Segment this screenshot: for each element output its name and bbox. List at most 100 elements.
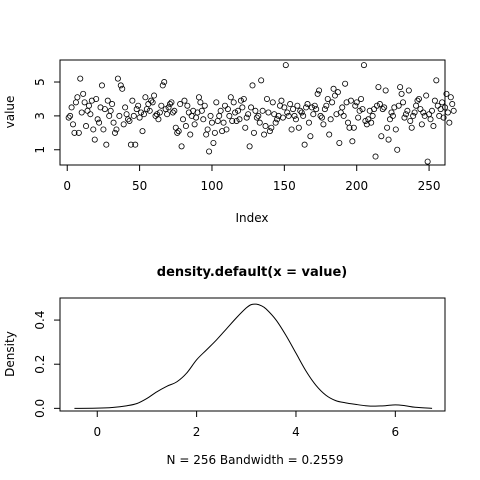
data-point (112, 129, 119, 136)
data-point (282, 62, 289, 69)
data-point (265, 109, 272, 116)
data-point (411, 109, 418, 116)
data-point (379, 106, 386, 113)
data-point (346, 124, 353, 131)
data-point (291, 112, 298, 119)
density-curve (74, 303, 433, 409)
data-point (313, 106, 320, 113)
data-point (110, 119, 117, 126)
data-point (72, 99, 79, 106)
data-point (402, 111, 409, 118)
data-point (405, 87, 412, 94)
data-point (138, 109, 145, 116)
data-point (227, 94, 234, 101)
data-point (120, 121, 127, 128)
data-point (237, 97, 244, 104)
data-point (321, 106, 328, 113)
data-point (67, 112, 74, 119)
data-point (114, 75, 121, 82)
data-point (417, 106, 424, 113)
data-point (206, 148, 213, 155)
data-point (316, 87, 323, 94)
data-point (191, 121, 198, 128)
data-point (285, 112, 292, 119)
data-point (250, 129, 257, 136)
data-point (151, 92, 158, 99)
data-point (135, 102, 142, 109)
data-point (350, 124, 357, 131)
data-point (386, 116, 393, 123)
data-point (65, 114, 72, 121)
x-tick-label: 4 (292, 425, 300, 439)
data-point (217, 107, 224, 114)
data-point (369, 112, 376, 119)
y-tick-label: 1 (33, 146, 47, 154)
data-point (294, 102, 301, 109)
data-point (311, 102, 318, 109)
data-point (290, 106, 297, 113)
data-point (249, 82, 256, 89)
data-point (207, 112, 214, 119)
data-point (208, 119, 215, 126)
data-point (287, 101, 294, 108)
data-point (301, 141, 308, 148)
data-point (198, 107, 205, 114)
data-point (129, 97, 136, 104)
x-tick-label: 250 (418, 179, 441, 193)
data-point (397, 84, 404, 91)
data-point (226, 112, 233, 119)
index-plot-y-axis: 1 3 5 (33, 78, 60, 154)
data-point (248, 104, 255, 111)
data-point (75, 129, 82, 136)
data-point (330, 85, 337, 92)
data-point (404, 107, 411, 114)
data-point (444, 109, 451, 116)
data-point (375, 84, 382, 91)
data-point (329, 99, 336, 106)
data-point (229, 117, 236, 124)
data-point (440, 114, 447, 121)
data-point (70, 121, 77, 128)
data-point (324, 95, 331, 102)
data-point (384, 124, 391, 131)
data-point (193, 114, 200, 121)
data-point (240, 95, 247, 102)
data-point (434, 102, 441, 109)
data-point (252, 107, 259, 114)
data-point (353, 99, 360, 106)
data-point (116, 112, 123, 119)
data-point (446, 119, 453, 126)
data-point (245, 111, 252, 118)
data-point (450, 107, 457, 114)
x-tick-label: 0 (93, 425, 101, 439)
data-point (342, 80, 349, 87)
data-point (119, 85, 126, 92)
data-point (359, 106, 366, 113)
data-point (372, 153, 379, 160)
data-point (388, 109, 395, 116)
data-point (281, 104, 288, 111)
data-point (269, 99, 276, 106)
data-point (323, 102, 330, 109)
data-point (297, 107, 304, 114)
data-point (307, 133, 314, 140)
data-point (371, 106, 378, 113)
data-point (90, 126, 97, 133)
x-tick-label: 200 (345, 179, 368, 193)
data-point (125, 116, 132, 123)
data-point (203, 131, 210, 138)
data-point (93, 95, 100, 102)
data-point (320, 121, 327, 128)
data-point (239, 104, 246, 111)
data-point (220, 119, 227, 126)
data-point (159, 82, 166, 89)
data-point (85, 102, 92, 109)
data-point (292, 116, 299, 123)
x-tick-label: 50 (132, 179, 147, 193)
data-point (398, 90, 405, 97)
data-point (355, 114, 362, 121)
data-point (132, 141, 139, 148)
data-point (385, 136, 392, 143)
